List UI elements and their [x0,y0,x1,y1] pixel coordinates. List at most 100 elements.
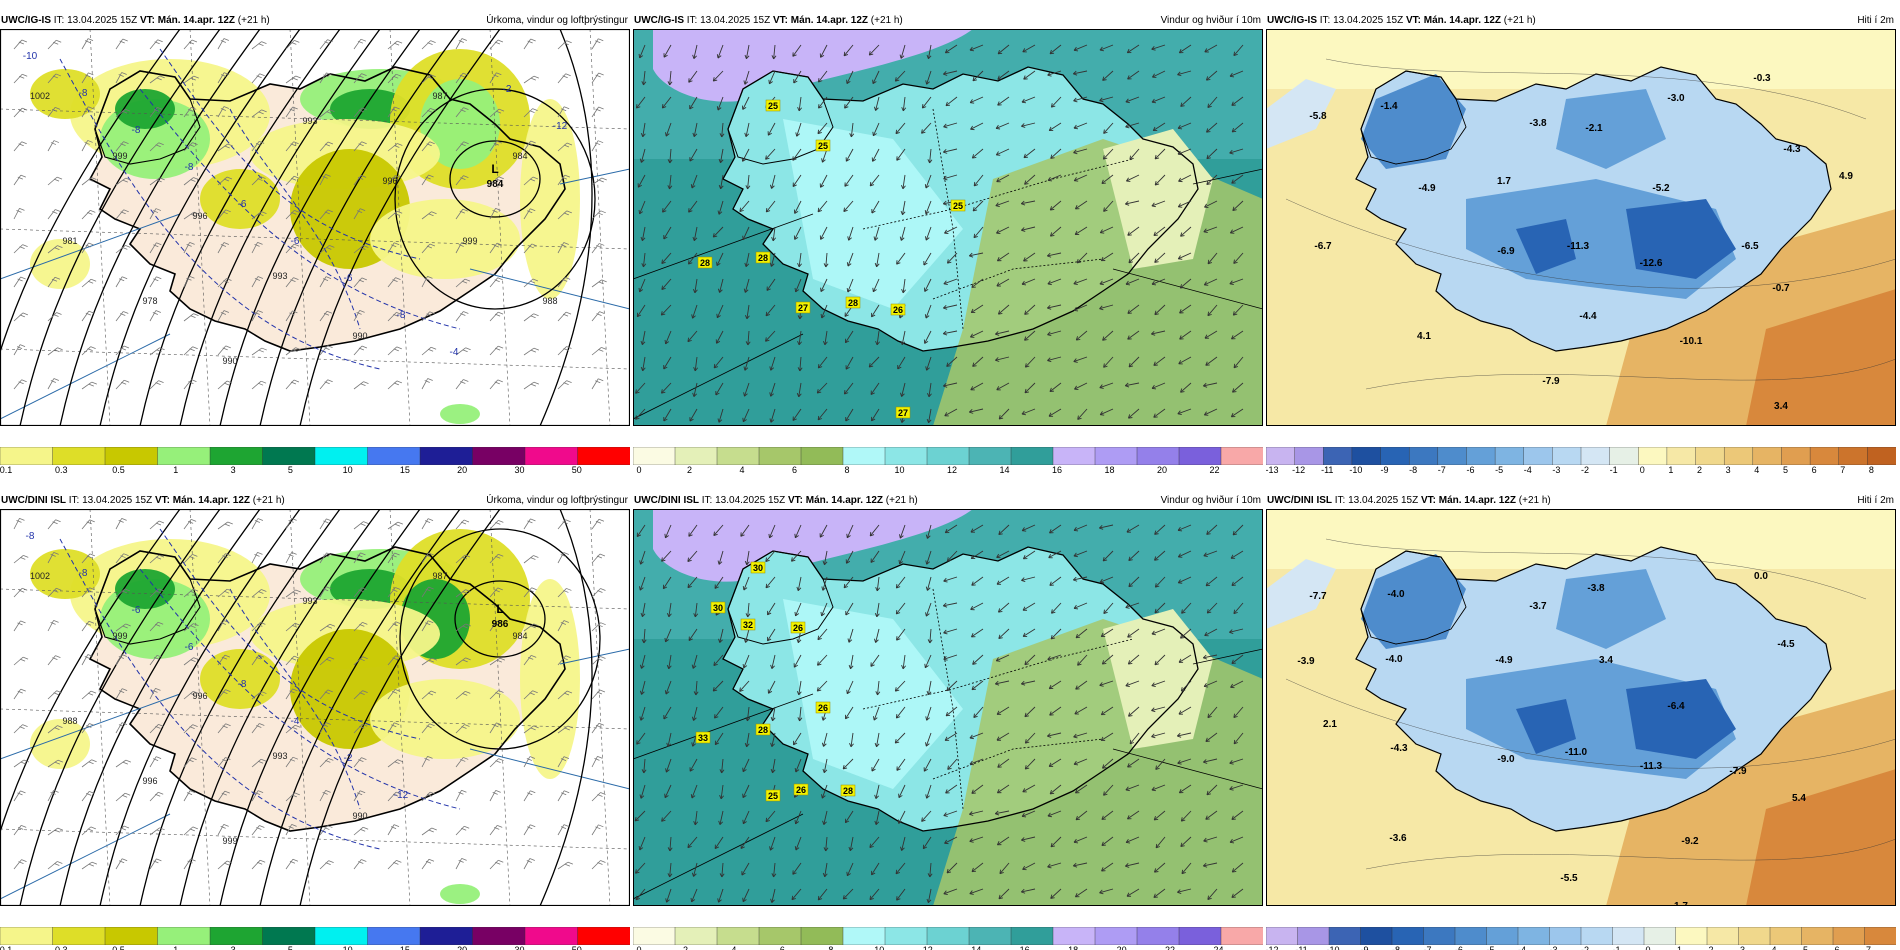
isobar-label: 984 [512,631,527,641]
colorbar-swatch [1178,927,1222,945]
isobar-label: 988 [542,296,557,306]
colorbar-label: -7 [1437,465,1446,475]
lead-time: (+21 h) [870,15,903,26]
lead-time: (+21 h) [237,15,270,26]
colorbar-swatch [1580,927,1614,945]
isobar-label: 996 [142,776,157,786]
colorbar-label: -8 [1391,945,1401,950]
panel-title: Vindur og hviður í 10m [1160,15,1261,26]
colorbar-label: 20 [457,465,468,475]
colorbar-label: -4 [1523,465,1532,475]
precip-area [30,549,100,599]
temp-area [1556,569,1666,649]
panel-title: Úrkoma, vindur og loftþrýstingur [486,495,628,506]
temperature-line-label: -10 [23,51,38,62]
colorbar-label: 1 [173,465,179,475]
temp-colorbar-labels: -12 -11 -10 -9 -8 -7 -6 -5 -4 -3 -2 -1 0 1 2 3 4 5 6 7 [1266,945,1896,950]
wind-colorbar [633,927,1263,945]
colorbar-label: 3 [230,465,236,475]
gust-value: 30 [713,603,723,613]
temp-band-cool [1266,559,1336,629]
vt-value: Mán. 14.apr. 12Z [1438,495,1517,506]
gust-marker [695,731,711,744]
vt-value: Mán. 14.apr. 12Z [157,15,236,26]
colorbar-swatch [1328,927,1362,945]
colorbar-label: -9 [1380,465,1389,475]
colorbar-label: 3 [1725,465,1731,475]
colorbar-swatch [1351,447,1382,465]
temperature-value: -2.1 [1585,123,1603,134]
colorbar-label: -12 [1266,945,1279,950]
colorbar-swatch [1769,927,1803,945]
panel-wind-row2: UWC/DINI ISL IT: 13.04.2025 15Z VT: Mán.… [633,494,1263,950]
temp-area [1626,199,1736,279]
colorbar-swatch [1408,447,1439,465]
colorbar-swatch [0,927,54,945]
colorbar-label: -6 [1454,945,1464,950]
colorbar-label: 12 [922,945,933,950]
panel-header: UWC/DINI ISL IT: 13.04.2025 15Z VT: Mán.… [1266,494,1896,508]
gust-marker [740,618,756,631]
panel-temp-row2: UWC/DINI ISL IT: 13.04.2025 15Z VT: Mán.… [1266,494,1896,950]
colorbar-label: -2 [1580,945,1590,950]
gust-marker [890,303,906,316]
colorbar-label: 8 [1868,465,1874,475]
temperature-lines [59,48,461,370]
colorbar-label: -11 [1321,465,1334,475]
coastline-westfjords [1360,70,1467,165]
isobar-label: 1002 [30,91,50,101]
colorbar-swatch [1706,927,1740,945]
colorbar-swatch [1466,447,1496,465]
gust-marker [950,199,966,212]
isobars [0,509,601,906]
panel-header: UWC/DINI ISL IT: 13.04.2025 15Z VT: Mán.… [633,494,1263,508]
colorbar-label: 1 [1668,465,1674,475]
colorbar-swatch [52,927,106,945]
colorbar-swatch [1738,927,1771,945]
colorbar-swatch [472,447,526,465]
temp-area [1626,679,1736,759]
temp-colorbar-labels: -13 -12 -11 -10 -9 -8 -7 -6 -5 -4 -3 -2 -1 0 1 2 3 4 5 6 7 8 [1266,465,1896,477]
map-frame [0,509,630,906]
colorbar-swatch [367,927,421,945]
gust-value: 25 [768,101,778,111]
colorbar-swatch [633,927,676,945]
colorbar-swatch [1809,447,1840,465]
isobar-label: 993 [272,271,287,281]
colorbar-label: -7 [1423,945,1432,950]
gust-marker [845,296,861,309]
temperature-value: -4.0 [1387,589,1405,600]
colorbar-swatch [1695,447,1725,465]
colorbar-swatch [1549,927,1582,945]
temperature-value: -9.2 [1681,836,1699,847]
colorbar-swatch [1297,927,1330,945]
region-lines [633,168,1263,420]
map-frame [1266,29,1896,426]
temperature-value: -6.5 [1741,241,1759,252]
temperature-value: -4.9 [1418,183,1436,194]
temperature-value: -10.1 [1680,336,1703,347]
temperature-line-label: -8 [79,568,88,579]
temperature-line-label: -8 [132,125,141,136]
colorbar-swatch [262,927,316,945]
colorbar-swatch [1752,447,1783,465]
colorbar-label: 2 [682,945,688,950]
colorbar-swatch [1294,447,1324,465]
colorbar-swatch [1494,447,1525,465]
wind-arrows [635,44,1244,424]
colorbar-label: 7 [1865,945,1872,950]
gust-marker [840,784,856,797]
colorbar-label: 16 [1019,945,1030,950]
coastline [1355,546,1832,832]
panel-wind-row1: UWC/IG-IS IT: 13.04.2025 15Z VT: Mán. 14… [633,14,1263,484]
isobar-label: 993 [272,751,287,761]
colorbar-label: 50 [571,945,582,950]
low-pressure-value: 986 [492,619,509,630]
coastline [88,546,566,832]
colorbar-swatch [716,447,760,465]
gust-value: 30 [753,563,763,573]
colorbar-label: 3 [230,945,236,950]
colorbar-swatch [1612,927,1645,945]
colorbar-label: 2 [1708,945,1714,950]
colorbar-swatch [367,447,421,465]
